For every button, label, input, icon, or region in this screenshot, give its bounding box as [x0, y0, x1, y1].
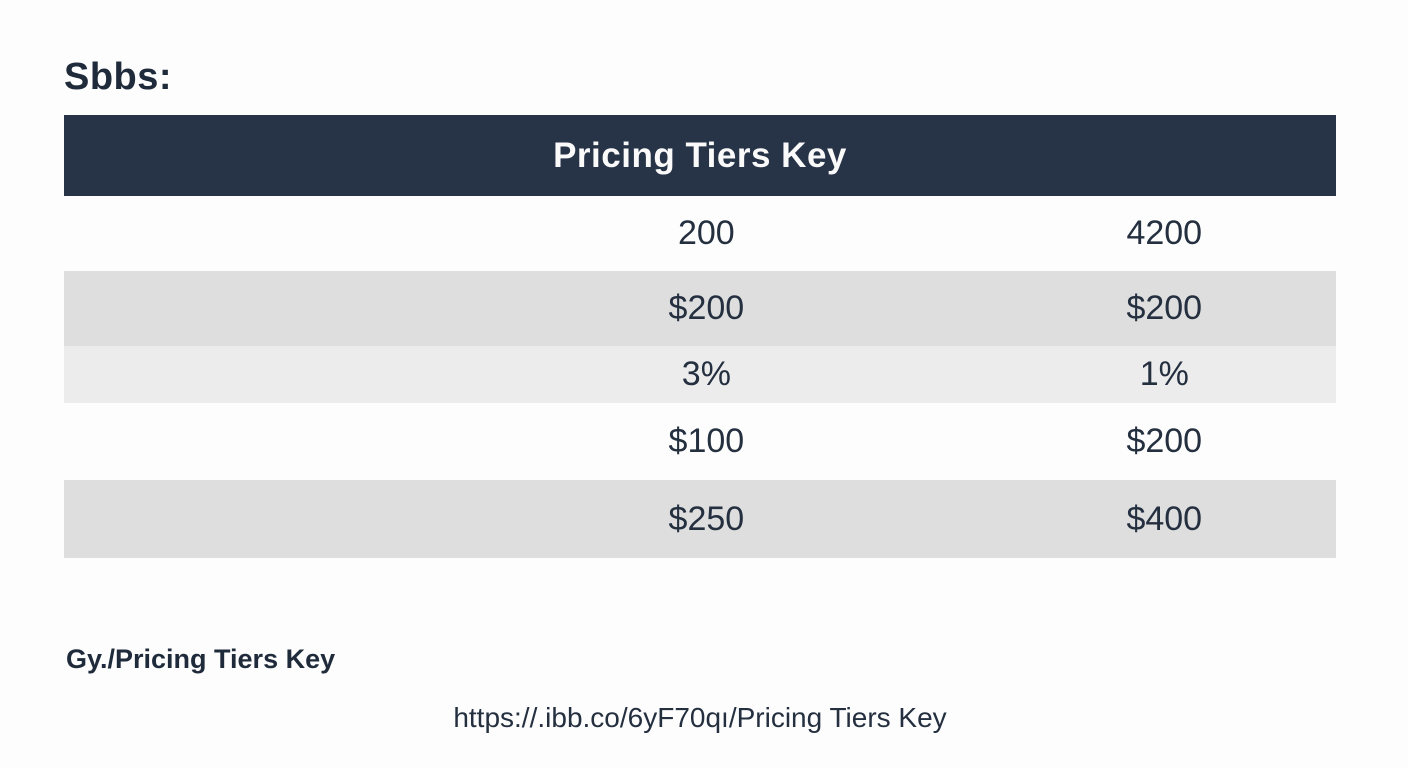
- table-row: $100 $200: [64, 403, 1336, 480]
- table-cell: 200: [677, 214, 735, 252]
- figure-caption: Gy./Pricing Tiers Key: [66, 644, 336, 674]
- table-cell: $200: [1126, 422, 1203, 460]
- table-row: 3% 1%: [64, 346, 1336, 403]
- table-row: 200 4200: [64, 196, 1336, 271]
- table-cell: $200: [668, 289, 745, 327]
- table-header-title: Pricing Tiers Key: [553, 135, 847, 175]
- table-cell: $200: [1126, 289, 1203, 327]
- table-row: $250 $400: [64, 480, 1336, 558]
- page-title: Sbbs:: [64, 56, 173, 98]
- pricing-tiers-table: Pricing Tiers Key 200 4200 $200 $200 3% …: [64, 115, 1336, 558]
- figure-url-text: https://.ibb.co/6yF70qı/Pricing Tiers Ke…: [453, 702, 947, 733]
- table-cell: $400: [1126, 499, 1203, 538]
- table-cell: 4200: [1126, 214, 1203, 252]
- table-cell: $250: [668, 499, 745, 538]
- table-row: $200 $200: [64, 271, 1336, 346]
- table-header: Pricing Tiers Key: [64, 115, 1336, 196]
- table-cell: 3%: [681, 355, 731, 393]
- table-cell: 1%: [1139, 355, 1189, 393]
- table-cell: $100: [668, 422, 745, 460]
